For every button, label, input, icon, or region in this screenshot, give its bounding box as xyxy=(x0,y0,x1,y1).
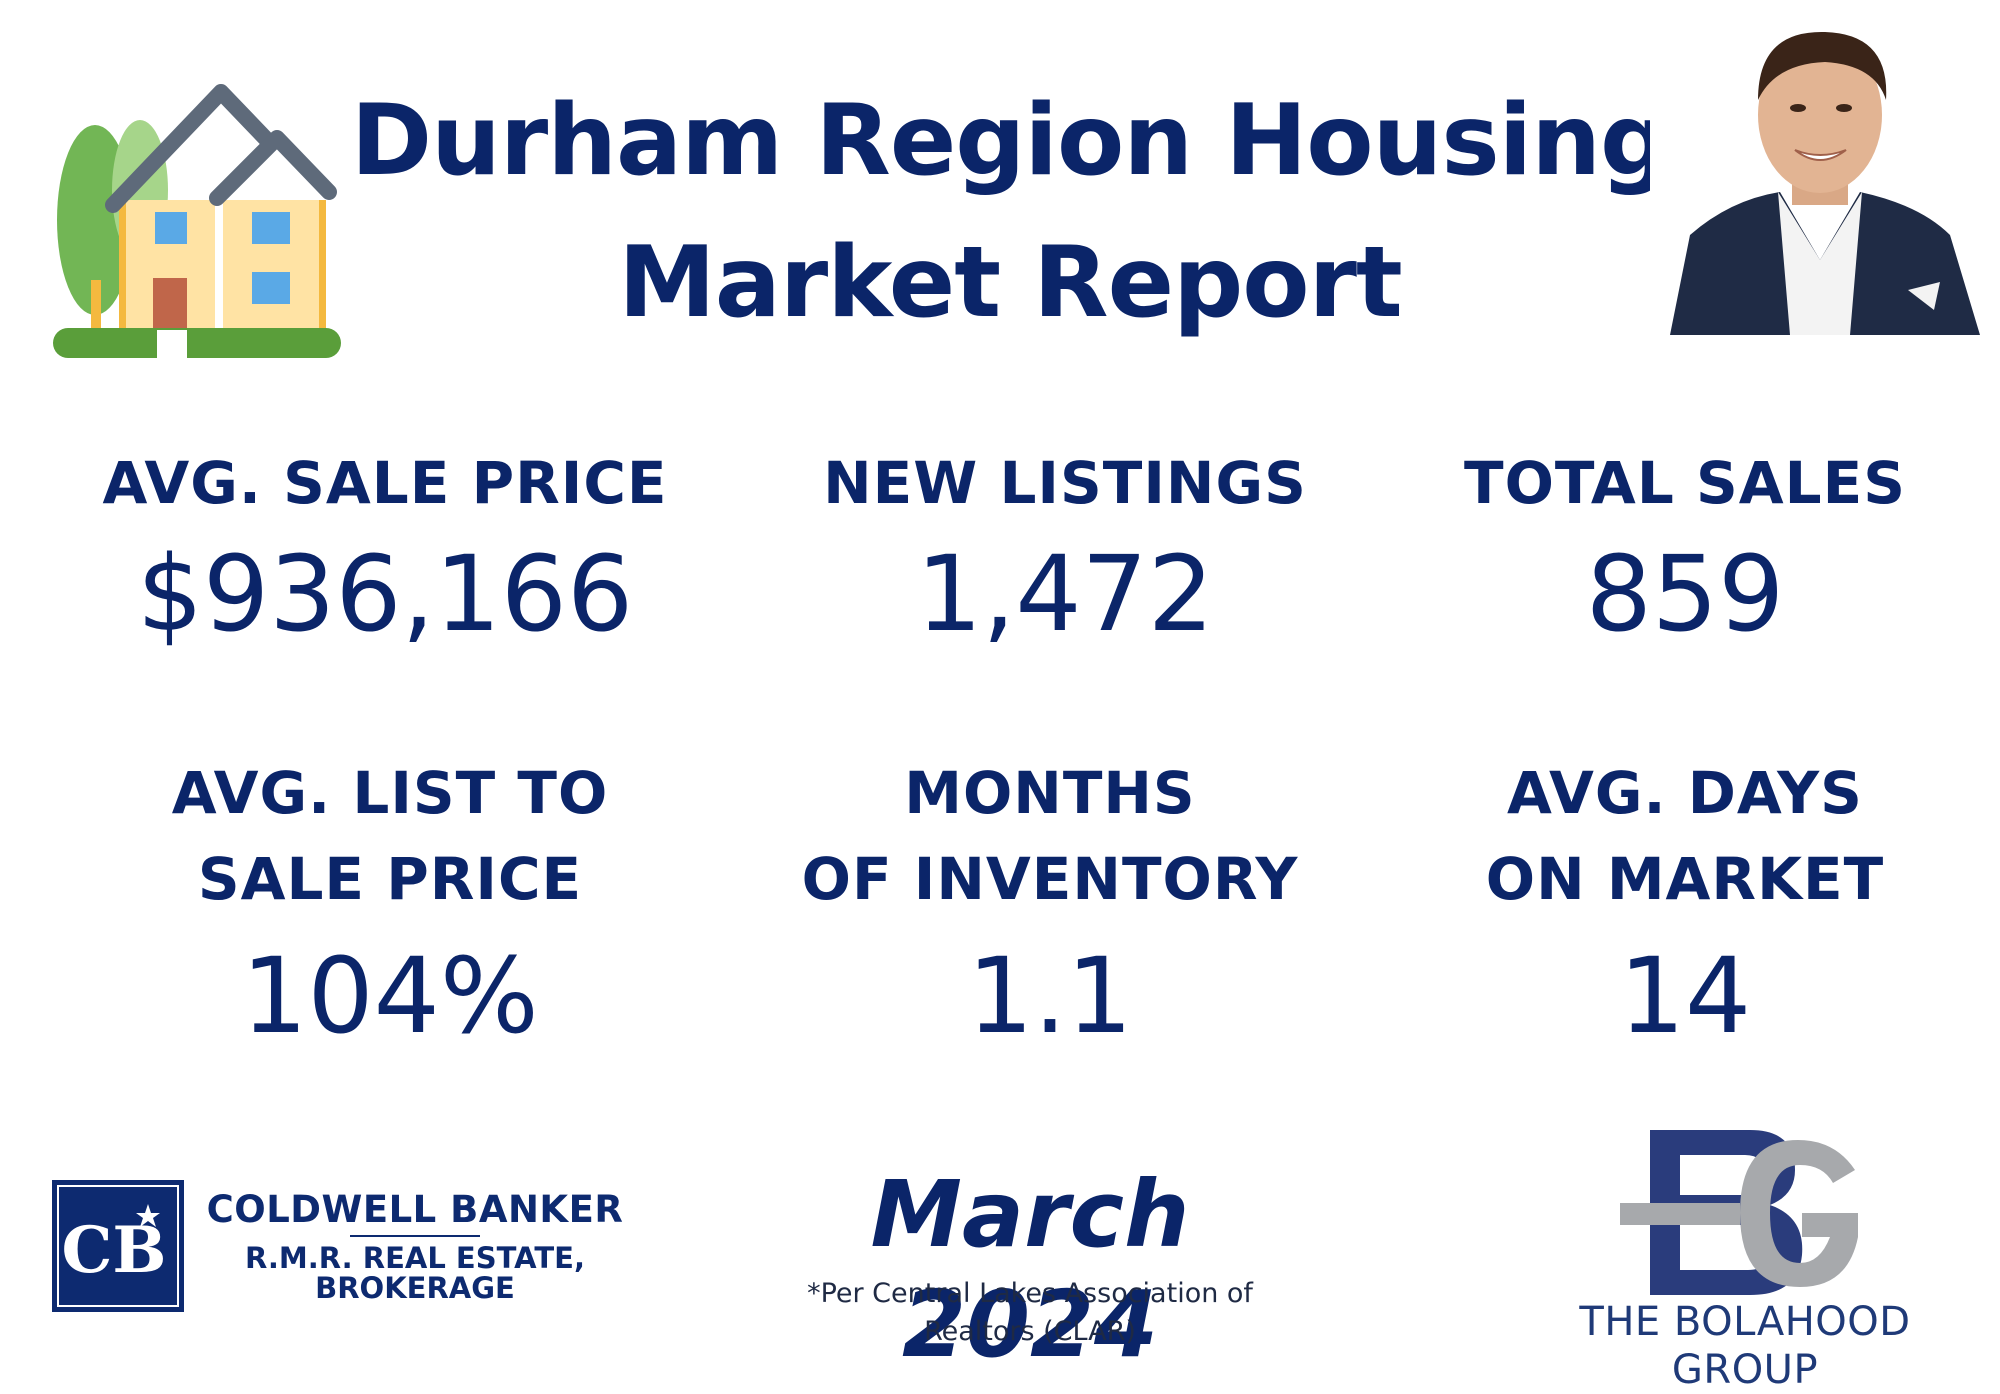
page-title: Durham Region Housing Market Report xyxy=(340,70,1680,354)
stat-label: TOTAL SALES xyxy=(1464,449,1906,517)
brokerage-name-block: COLDWELL BANKER R.M.R. REAL ESTATE, BROK… xyxy=(200,1188,630,1303)
stat-avg-days-on-market: AVG. DAYS ON MARKET 14 xyxy=(1395,750,1975,1056)
brokerage-sub-line-2: BROKERAGE xyxy=(315,1271,515,1305)
stat-new-listings: NEW LISTINGS 1,472 xyxy=(775,440,1355,654)
stat-value: 104% xyxy=(241,935,539,1057)
house-illustration-icon xyxy=(53,84,341,358)
brokerage-sub-line-1: R.M.R. REAL ESTATE, xyxy=(245,1241,585,1275)
brokerage-divider xyxy=(350,1235,480,1237)
stat-label-line-2: SALE PRICE xyxy=(197,845,583,913)
source-line-2: Realtors (CLAR) xyxy=(924,1316,1136,1347)
stat-avg-sale-price: AVG. SALE PRICE $936,166 xyxy=(95,440,675,654)
source-line-1: *Per Central Lakes Association of xyxy=(807,1278,1253,1309)
stat-label-line-1: MONTHS xyxy=(904,759,1196,827)
stat-value: 1,472 xyxy=(916,533,1214,655)
cb-logo-letters: CB xyxy=(61,1213,166,1288)
title-line-2: Market Report xyxy=(618,226,1403,340)
stat-total-sales: TOTAL SALES 859 xyxy=(1395,440,1975,654)
source-note: *Per Central Lakes Association of Realto… xyxy=(780,1275,1280,1351)
stat-months-of-inventory: MONTHS OF INVENTORY 1.1 xyxy=(760,750,1340,1056)
stat-label: AVG. SALE PRICE xyxy=(102,449,668,517)
stat-label-line-1: AVG. DAYS xyxy=(1507,759,1863,827)
stat-value: 14 xyxy=(1618,935,1752,1057)
agent-portrait xyxy=(1650,20,1990,335)
coldwell-banker-logo: CB xyxy=(52,1180,184,1312)
title-line-1: Durham Region Housing xyxy=(350,84,1670,198)
report-month: March 2024 xyxy=(870,1161,1190,1378)
stat-label-line-2: ON MARKET xyxy=(1485,845,1885,913)
bolahood-group-logo xyxy=(1620,1130,1858,1295)
stat-label-line-2: OF INVENTORY xyxy=(801,845,1299,913)
stat-value: 859 xyxy=(1585,533,1785,655)
brokerage-name: COLDWELL BANKER xyxy=(206,1188,624,1231)
group-name: THE BOLAHOOD GROUP xyxy=(1579,1299,1911,1393)
stat-label: NEW LISTINGS xyxy=(823,449,1307,517)
stat-value: $936,166 xyxy=(136,533,634,655)
stat-value: 1.1 xyxy=(967,935,1133,1057)
stat-avg-list-to-sale: AVG. LIST TO SALE PRICE 104% xyxy=(100,750,680,1056)
stat-label-line-1: AVG. LIST TO xyxy=(171,759,609,827)
